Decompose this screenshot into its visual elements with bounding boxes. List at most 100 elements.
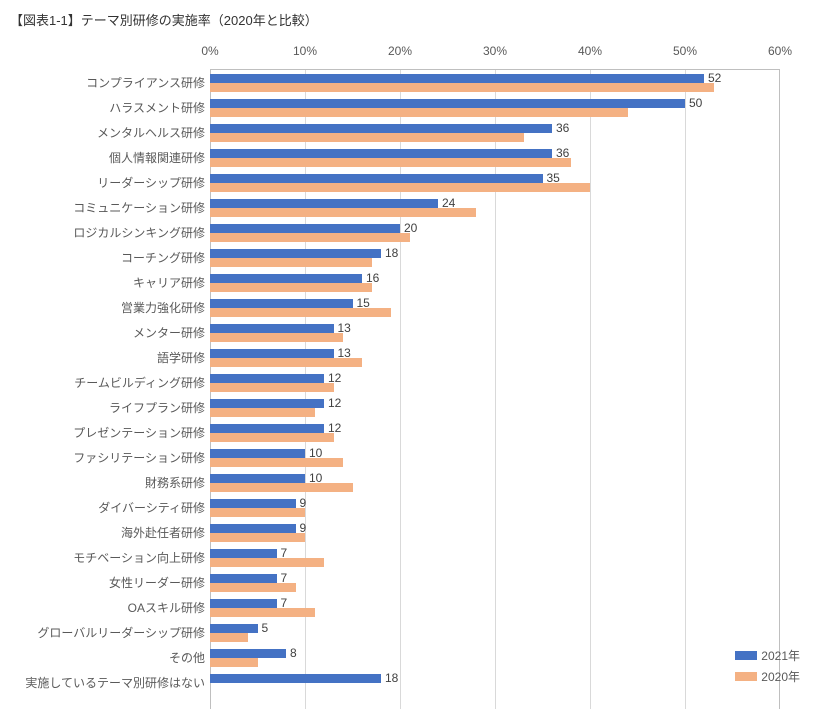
category-label: コーチング研修 bbox=[121, 252, 205, 264]
x-tick: 40% bbox=[578, 44, 602, 58]
bar-2021 bbox=[210, 74, 704, 83]
bar-2020 bbox=[210, 158, 571, 167]
bar-2020 bbox=[210, 208, 476, 217]
bar-2020 bbox=[210, 608, 315, 617]
category-label: グローバルリーダーシップ研修 bbox=[37, 627, 205, 639]
category-label: メンター研修 bbox=[133, 327, 205, 339]
bar-2021 bbox=[210, 499, 296, 508]
value-label: 50 bbox=[689, 96, 702, 110]
bar-2021 bbox=[210, 674, 381, 683]
category-label: コミュニケーション研修 bbox=[73, 202, 205, 214]
category-label: モチベーション向上研修 bbox=[73, 552, 205, 564]
legend-label: 2020年 bbox=[761, 668, 800, 685]
bar-2021 bbox=[210, 449, 305, 458]
legend-label: 2021年 bbox=[761, 647, 800, 664]
value-label: 8 bbox=[290, 646, 297, 660]
bar-2020 bbox=[210, 358, 362, 367]
x-tick: 30% bbox=[483, 44, 507, 58]
bar-2021 bbox=[210, 349, 334, 358]
category-label: キャリア研修 bbox=[133, 277, 205, 289]
bar-2020 bbox=[210, 408, 315, 417]
bar-2021 bbox=[210, 249, 381, 258]
category-label: ファシリテーション研修 bbox=[73, 452, 205, 464]
category-label: ロジカルシンキング研修 bbox=[73, 227, 205, 239]
category-label: プレゼンテーション研修 bbox=[73, 427, 205, 439]
x-tick: 10% bbox=[293, 44, 317, 58]
x-tick: 50% bbox=[673, 44, 697, 58]
category-label: コンプライアンス研修 bbox=[86, 77, 205, 89]
bar-2020 bbox=[210, 458, 343, 467]
bar-2021 bbox=[210, 299, 353, 308]
x-axis: 0%10%20%30%40%50%60% bbox=[210, 44, 790, 64]
category-label: 語学研修 bbox=[157, 352, 205, 364]
chart-container: 0% 10% 20% 30% 40% 50% 60% コンプライアンス研修ハラスメント研修メ… bbox=[10, 44, 800, 714]
x-tick: 60% bbox=[768, 44, 792, 58]
bars-layer: 5250363635242018161513131212121010997775… bbox=[210, 69, 780, 709]
bar-2021 bbox=[210, 524, 296, 533]
legend-swatch bbox=[735, 672, 757, 681]
category-label: メンタルヘルス研修 bbox=[97, 127, 205, 139]
category-label: 個人情報関連研修 bbox=[109, 152, 205, 164]
category-label: OAスキル研修 bbox=[128, 602, 205, 614]
x-tick: 0% bbox=[201, 44, 218, 58]
chart-title: 【図表1-1】テーマ別研修の実施率（2020年と比較） bbox=[10, 10, 810, 29]
x-tick: 20% bbox=[388, 44, 412, 58]
category-label: 財務系研修 bbox=[145, 477, 205, 489]
value-label: 36 bbox=[556, 121, 569, 135]
y-axis-labels: コンプライアンス研修ハラスメント研修メンタルヘルス研修個人情報関連研修リーダーシ… bbox=[10, 69, 205, 709]
bar-2020 bbox=[210, 333, 343, 342]
category-label: ハラスメント研修 bbox=[109, 102, 205, 114]
category-label: ライフプラン研修 bbox=[109, 402, 205, 414]
bar-2020 bbox=[210, 308, 391, 317]
bar-2021 bbox=[210, 324, 334, 333]
bar-2021 bbox=[210, 99, 685, 108]
value-label: 18 bbox=[385, 246, 398, 260]
bar-2021 bbox=[210, 574, 277, 583]
bar-2021 bbox=[210, 374, 324, 383]
bar-2021 bbox=[210, 274, 362, 283]
bar-2020 bbox=[210, 658, 258, 667]
category-label: 女性リーダー研修 bbox=[109, 577, 205, 589]
legend-swatch bbox=[735, 651, 757, 660]
bar-2020 bbox=[210, 558, 324, 567]
bar-2021 bbox=[210, 399, 324, 408]
category-label: 営業力強化研修 bbox=[121, 302, 205, 314]
bar-2021 bbox=[210, 124, 552, 133]
bar-2020 bbox=[210, 583, 296, 592]
category-label: その他 bbox=[169, 652, 205, 664]
bar-2021 bbox=[210, 174, 543, 183]
category-label: リーダーシップ研修 bbox=[97, 177, 205, 189]
bar-2021 bbox=[210, 599, 277, 608]
bar-2020 bbox=[210, 133, 524, 142]
bar-2020 bbox=[210, 283, 372, 292]
bar-2021 bbox=[210, 224, 400, 233]
bar-2021 bbox=[210, 474, 305, 483]
bar-2021 bbox=[210, 199, 438, 208]
bar-2020 bbox=[210, 533, 305, 542]
category-label: ダイバーシティ研修 bbox=[98, 502, 205, 514]
value-label: 5 bbox=[262, 621, 269, 635]
bar-2020 bbox=[210, 183, 590, 192]
bar-2020 bbox=[210, 433, 334, 442]
bar-2020 bbox=[210, 83, 714, 92]
bar-2020 bbox=[210, 108, 628, 117]
category-label: 実施しているテーマ別研修はない bbox=[25, 677, 205, 689]
bar-2020 bbox=[210, 633, 248, 642]
category-label: チームビルディング研修 bbox=[74, 377, 205, 389]
bar-2021 bbox=[210, 424, 324, 433]
bar-2020 bbox=[210, 508, 305, 517]
bar-2020 bbox=[210, 258, 372, 267]
legend-item: 2020年 bbox=[735, 668, 800, 685]
value-label: 12 bbox=[328, 396, 341, 410]
bar-2020 bbox=[210, 233, 410, 242]
value-label: 18 bbox=[385, 671, 398, 685]
bar-2020 bbox=[210, 383, 334, 392]
bar-2021 bbox=[210, 549, 277, 558]
bar-2020 bbox=[210, 483, 353, 492]
bar-2021 bbox=[210, 624, 258, 633]
bar-2021 bbox=[210, 149, 552, 158]
legend: 2021年 2020年 bbox=[735, 647, 800, 689]
bar-2021 bbox=[210, 649, 286, 658]
legend-item: 2021年 bbox=[735, 647, 800, 664]
category-label: 海外赴任者研修 bbox=[121, 527, 205, 539]
